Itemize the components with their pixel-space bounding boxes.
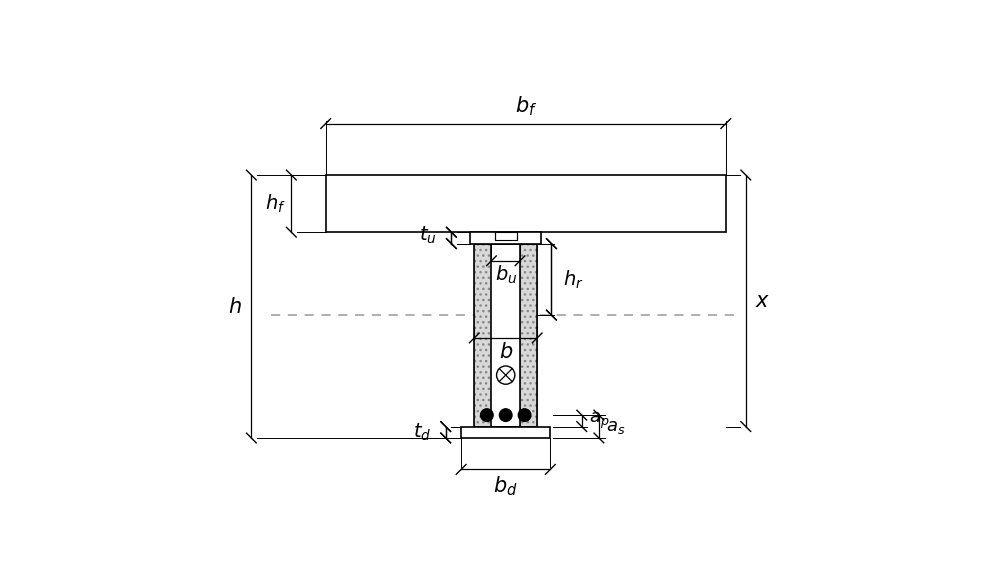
Text: $h_r$: $h_r$ xyxy=(563,268,584,291)
Text: $t_u$: $t_u$ xyxy=(419,225,436,246)
Bar xyxy=(461,426,550,438)
Bar xyxy=(495,232,517,240)
Text: $a_s$: $a_s$ xyxy=(606,418,626,435)
Circle shape xyxy=(499,409,512,421)
Text: $b_u$: $b_u$ xyxy=(495,264,517,286)
Text: $b_f$: $b_f$ xyxy=(515,95,537,118)
Text: $t_d$: $t_d$ xyxy=(413,422,431,443)
Text: $x$: $x$ xyxy=(755,291,770,311)
Bar xyxy=(474,244,537,426)
Circle shape xyxy=(518,409,531,421)
Text: $b$: $b$ xyxy=(499,342,513,362)
Text: $h_f$: $h_f$ xyxy=(265,193,286,215)
Bar xyxy=(326,175,726,232)
Bar xyxy=(520,244,537,426)
Bar xyxy=(470,232,541,244)
Text: $a_p$: $a_p$ xyxy=(589,411,609,431)
Bar xyxy=(474,244,491,426)
Bar xyxy=(491,244,520,426)
Text: $b_d$: $b_d$ xyxy=(493,475,518,499)
Circle shape xyxy=(481,409,493,421)
Text: $h$: $h$ xyxy=(228,296,242,316)
